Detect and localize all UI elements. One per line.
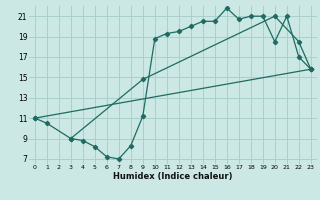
- X-axis label: Humidex (Indice chaleur): Humidex (Indice chaleur): [113, 172, 233, 181]
